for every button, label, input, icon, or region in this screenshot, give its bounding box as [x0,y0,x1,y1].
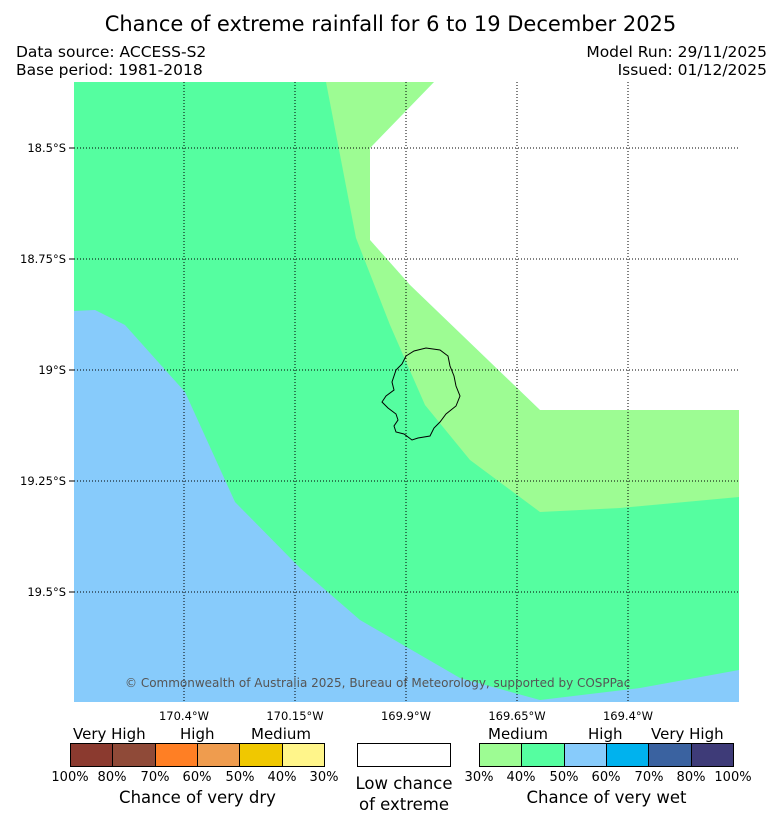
legend-dry-pct: 80% [97,770,127,785]
issued-date: Issued: 01/12/2025 [617,61,767,79]
legend-wet-title: Chance of very wet [526,788,687,807]
legend-swatch [240,744,283,766]
legend-dry-medium: Medium [251,725,311,743]
legend-wet-pct: 70% [634,770,664,785]
legend-dry-pct: 60% [182,770,212,785]
legend-dry-pct: 40% [267,770,297,785]
legend-swatch [691,744,733,766]
meta-left: Data source: ACCESS-S2 Base period: 1981… [16,43,206,79]
legend-swatch [564,744,607,766]
legend-dry-pct: 30% [309,770,339,785]
lat-label: 19.5°S [27,585,66,599]
meta-right: Model Run: 29/11/2025 Issued: 01/12/2025 [586,43,767,79]
legend-low-title-line1: Low chance [355,774,453,793]
region-low-chance [370,82,739,410]
copyright-notice: © Commonwealth of Australia 2025, Bureau… [125,676,631,690]
legend-dry-very-high: Very High [73,725,146,743]
lon-label: 170.15°W [266,709,324,723]
legend-low-swatch [357,743,451,767]
legend-swatch [71,744,114,766]
legend-dry-pct: 70% [140,770,170,785]
legend-swatch [113,744,156,766]
base-period: Base period: 1981-2018 [16,61,203,79]
region-medium-wet-30 [326,82,739,512]
legend-wet-very-high: Very High [651,725,724,743]
legend-dry-pct: 50% [225,770,255,785]
lon-label: 169.65°W [488,709,546,723]
legend-swatch [197,744,241,766]
legend-wet-swatches [479,743,734,767]
island-outline [381,347,461,441]
legend-swatch [522,744,565,766]
legend-swatch [155,744,198,766]
legend-wet-pct: 30% [464,770,494,785]
lon-label: 169.4°W [602,709,654,723]
lon-label: 170.4°W [158,709,210,723]
legend-wet-pct: 100% [714,770,752,785]
legend-dry-high: High [180,725,215,743]
legend-low-title-line2: of extreme [358,795,450,814]
legend-wet-pct: 40% [506,770,536,785]
legend-dry-swatches [70,743,325,767]
legend-wet-medium: Medium [488,725,548,743]
gridlines [74,82,739,702]
legend-dry-title: Chance of very dry [119,788,276,807]
legend-wet-pct: 50% [549,770,579,785]
legend-wet-pct: 80% [676,770,706,785]
lat-label: 18.5°S [27,141,66,155]
data-source: Data source: ACCESS-S2 [16,43,207,61]
lon-label: 169.9°W [380,709,432,723]
legend-dry-pct: 100% [51,770,89,785]
lat-label: 18.75°S [20,252,66,266]
legend-swatch [282,744,324,766]
legend-swatch [606,744,650,766]
lat-label: 19.25°S [20,474,66,488]
legend-wet-pct: 60% [591,770,621,785]
chart-title: Chance of extreme rainfall for 6 to 19 D… [104,12,677,36]
model-run: Model Run: 29/11/2025 [586,43,767,61]
legend-wet-high: High [588,725,623,743]
lat-label: 19°S [38,363,66,377]
legend-swatch [480,744,523,766]
legend-swatch [649,744,692,766]
